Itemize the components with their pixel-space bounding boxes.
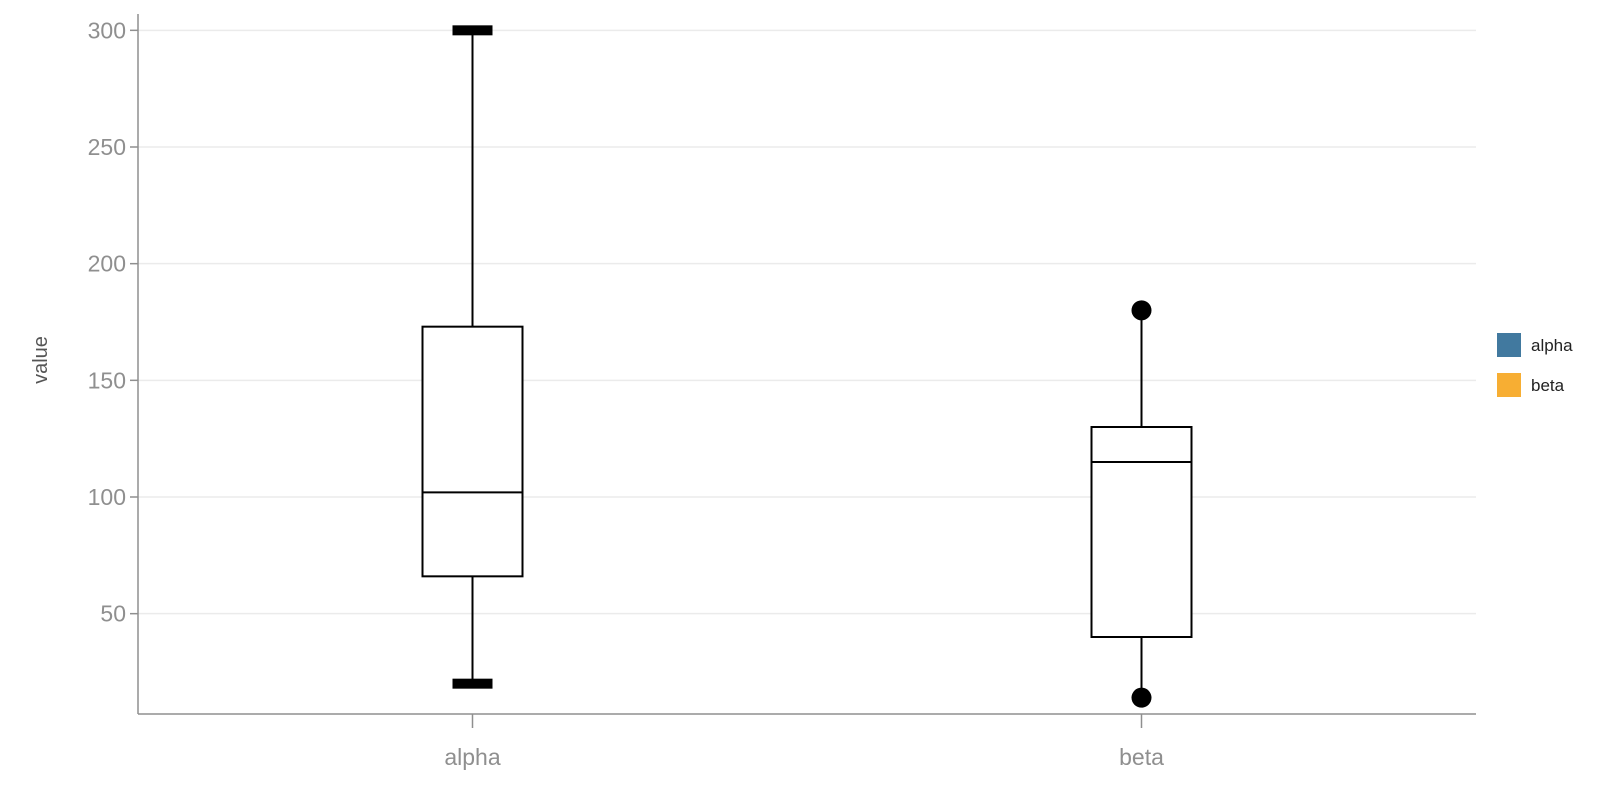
x-tick-label: beta (1119, 744, 1164, 770)
iqr-box (421, 325, 524, 578)
legend-swatch (1497, 333, 1521, 357)
y-tick-label: 150 (88, 367, 126, 393)
legend-label: alpha (1531, 336, 1573, 355)
y-tick-label: 200 (88, 251, 126, 277)
y-tick-label: 250 (88, 134, 126, 160)
gridlines (138, 29, 1476, 615)
legend-swatch (1497, 373, 1521, 397)
lower-whisker-cap (452, 678, 493, 689)
box-beta (1090, 300, 1193, 708)
legend-label: beta (1531, 376, 1565, 395)
legend: alpha beta (1497, 333, 1573, 397)
y-tick-label: 50 (100, 601, 126, 627)
x-tick-label: alpha (444, 744, 500, 770)
lower-whisker-cap (1131, 687, 1152, 708)
box-alpha (421, 25, 524, 689)
boxes (421, 25, 1193, 708)
y-tick-label: 100 (88, 484, 126, 510)
y-axis-ticks: 50 100 150 200 250 300 (88, 17, 138, 627)
legend-item-alpha: alpha (1497, 333, 1573, 357)
upper-whisker-cap (452, 25, 493, 36)
legend-item-beta: beta (1497, 373, 1565, 397)
upper-whisker-cap (1131, 300, 1152, 321)
axes (137, 14, 1476, 715)
y-axis-title: value (30, 336, 52, 384)
x-axis-ticks: alpha beta (444, 714, 1164, 770)
iqr-box (1090, 426, 1193, 638)
y-tick-label: 300 (88, 17, 126, 43)
